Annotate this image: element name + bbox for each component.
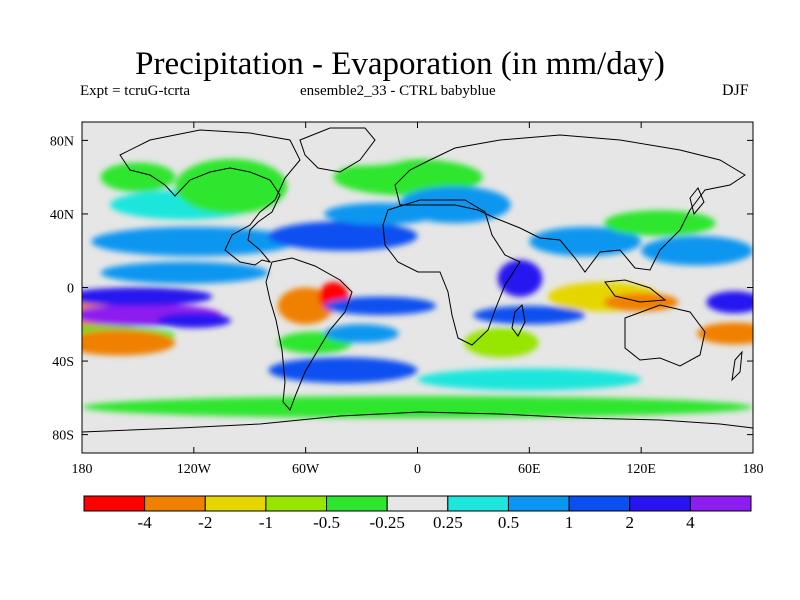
map-title: Precipitation - Evaporation (in mm/day) [135,46,665,82]
lat-tick-label: 80S [52,429,74,444]
colorbar-label: 4 [686,513,695,532]
field-region [417,368,642,391]
colorbar-label: -1 [259,513,273,532]
field-region [464,327,539,358]
colorbar: -4 -2 -1 -0.5 -0.25 0.25 0.5 1 2 4 [83,495,752,532]
map-plot-area [82,122,753,453]
precip-field [82,134,753,419]
lat-tick-label: 40S [52,355,74,370]
colorbar-swatch [629,495,691,512]
lon-tick-label: 120W [177,462,212,477]
lon-tick-label: 60W [292,462,320,477]
field-region [706,291,753,314]
colorbar-label: 2 [625,513,634,532]
lat-tick-label: 80N [50,134,74,149]
lon-tick-label: 180 [72,462,93,477]
madagascar-outline [511,303,526,337]
field-region [529,226,642,257]
greenland-outline [299,127,376,173]
experiment-label: Expt = tcruG-tcrta [80,83,191,99]
colorbar-swatch [326,495,388,512]
eurasia-outline [394,134,746,273]
map-axes: 80N 40N 0 40S 80S 180 120W 60W 0 60E 120E 180 [50,122,764,477]
japan-outline [689,187,705,216]
field-region [305,134,418,165]
colorbar-swatch [568,495,631,512]
field-region [268,221,418,251]
lon-tick-label: 0 [414,462,421,477]
season-label: DJF [722,82,749,99]
ensemble-label: ensemble2_33 - CTRL babyblue [300,83,496,99]
colorbar-swatch [204,495,267,512]
colorbar-swatch [265,495,328,512]
australia-outline [624,304,706,367]
colorbar-swatch [386,495,449,512]
field-region [82,395,753,419]
colorbar-label: -4 [138,513,153,532]
colorbar-label: -0.5 [313,513,340,532]
field-region [82,329,176,356]
colorbar-label: -0.25 [369,513,404,532]
colorbar-label: 0.25 [433,513,463,532]
colorbar-swatch [83,495,146,512]
colorbar-swatch [447,495,509,512]
field-region [100,261,269,284]
field-region [156,313,232,328]
colorbar-label: -2 [198,513,212,532]
field-region [175,158,288,214]
field-region [82,287,213,306]
lon-tick-label: 180 [743,462,764,477]
field-region [100,162,176,192]
field-region [473,305,586,325]
colorbar-label: 0.5 [498,513,519,532]
colorbar-swatch [507,495,570,512]
colorbar-label: 1 [565,513,574,532]
colorbar-swatch [689,495,752,512]
field-region [91,226,297,257]
field-region [697,322,753,345]
new-zealand-outline [731,350,743,382]
field-region [641,236,753,266]
lat-tick-label: 0 [67,282,74,297]
lat-tick-label: 40N [50,208,74,223]
field-region [497,259,543,297]
south-america-outline [265,257,353,411]
maritime-continent-outline [604,279,667,303]
field-region [324,296,437,316]
field-region [324,324,399,343]
lon-tick-label: 120E [626,462,656,477]
field-region [603,210,716,237]
field-region [333,158,483,196]
north-america-outline [119,129,301,266]
lon-tick-label: 60E [518,462,541,477]
coastlines [82,127,753,433]
africa-outline [382,199,521,346]
antarctica-outline [82,411,753,433]
field-region [268,357,418,384]
colorbar-swatch [144,495,206,512]
